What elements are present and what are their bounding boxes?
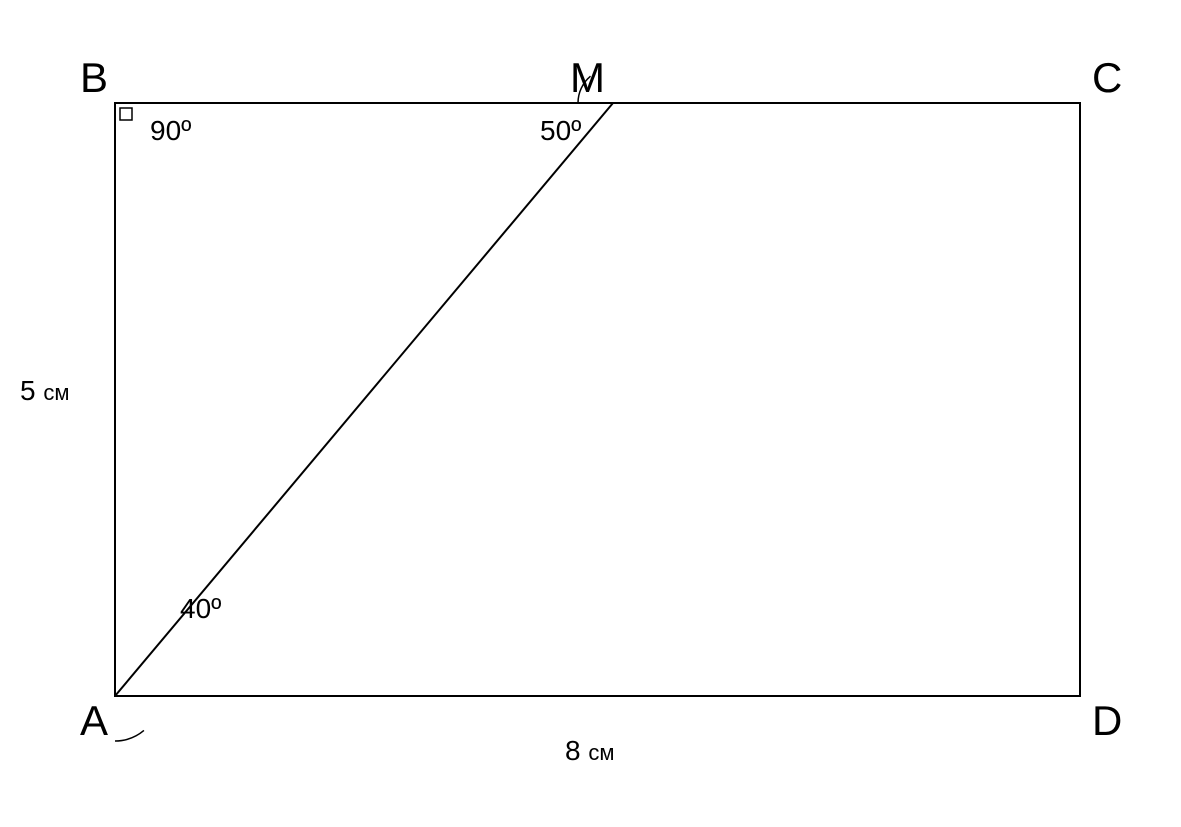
side-label-ad: 8 см [565,735,614,766]
vertex-label-d: D [1092,697,1122,744]
geometry-diagram: A B C D M 90º 50º 40º 5 см 8 см [0,0,1181,827]
vertex-label-m: M [570,54,605,101]
angle-label-m: 50º [540,115,581,146]
vertex-label-c: C [1092,54,1122,101]
angle-label-a: 40º [180,593,221,624]
angle-label-b: 90º [150,115,191,146]
vertex-label-b: B [80,54,108,101]
side-label-ab: 5 см [20,375,69,406]
right-angle-marker [120,108,132,120]
vertex-label-a: A [80,697,108,744]
angle-arc-a [115,730,144,741]
rectangle-abcd [115,103,1080,696]
